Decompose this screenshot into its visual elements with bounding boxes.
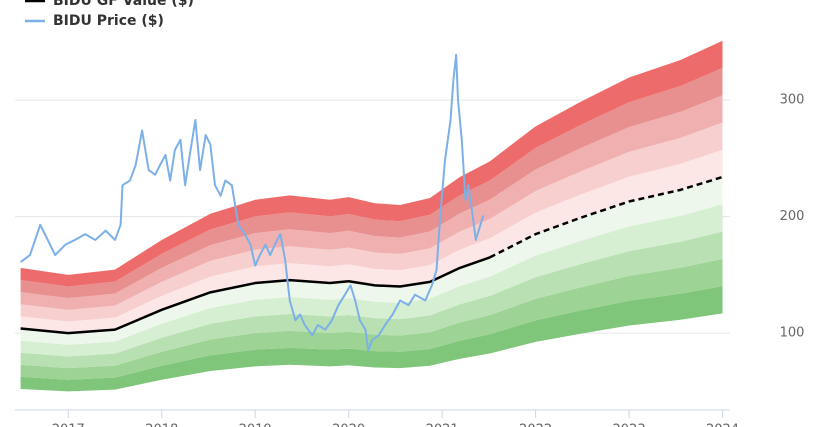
value-band <box>20 258 723 380</box>
value-band <box>20 95 723 310</box>
y-tick-label: 200 <box>780 209 805 224</box>
x-tick-label: 2024 <box>706 423 739 427</box>
value-band <box>20 286 723 392</box>
value-band <box>20 68 723 299</box>
x-tick-label: 2021 <box>426 423 459 427</box>
legend-label: BIDU GF Value ($) <box>53 0 194 9</box>
value-band <box>20 40 723 287</box>
x-tick-label: 2018 <box>145 423 178 427</box>
x-tick-label: 2017 <box>52 423 85 427</box>
price-line <box>20 53 485 352</box>
x-tick-label: 2023 <box>613 423 646 427</box>
gf-value-line <box>20 175 723 335</box>
x-tick-label: 2022 <box>519 423 552 427</box>
x-tick-label: 2020 <box>332 423 365 427</box>
y-tick-label: 300 <box>780 93 805 108</box>
value-band <box>20 177 723 345</box>
value-band <box>20 231 723 369</box>
value-band <box>20 204 723 357</box>
value-band <box>20 149 723 334</box>
legend-label: BIDU Price ($) <box>53 13 164 29</box>
value-band <box>20 122 723 322</box>
y-tick-label: 100 <box>780 326 805 341</box>
x-tick-label: 2019 <box>239 423 272 427</box>
